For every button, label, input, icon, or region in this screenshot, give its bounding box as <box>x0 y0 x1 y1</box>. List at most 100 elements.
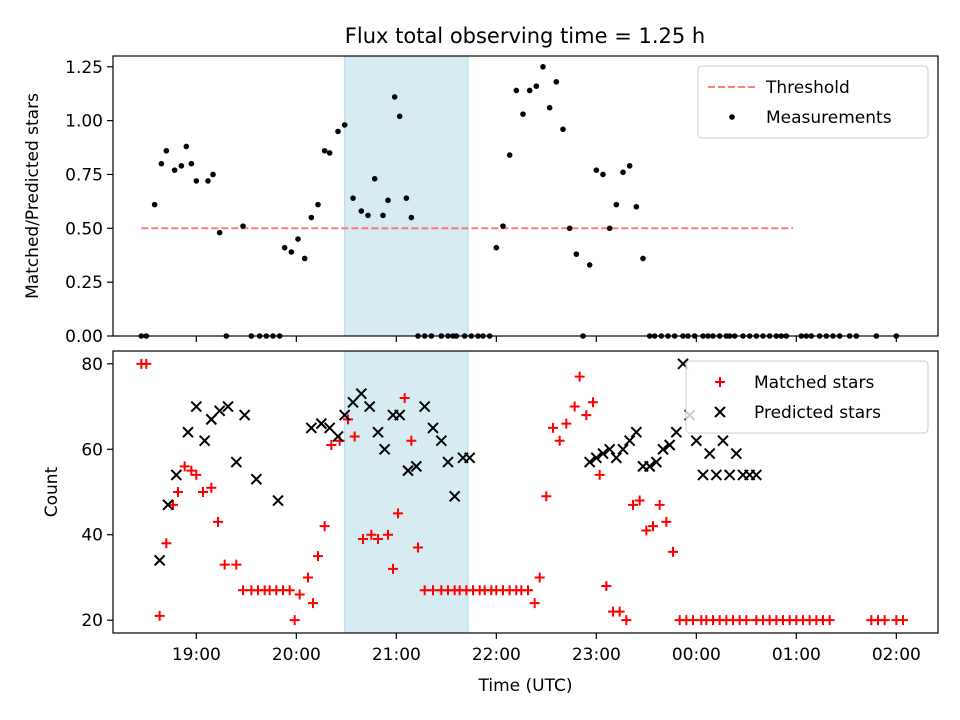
legend-measurement-swatch <box>729 114 735 120</box>
legend-predicted-swatch <box>714 406 726 418</box>
matched-star-point <box>161 538 172 549</box>
matched-star-point <box>588 397 598 408</box>
legend-label: Threshold <box>765 78 850 98</box>
measurement-point <box>560 126 566 133</box>
matched-star-point <box>634 495 645 506</box>
matched-star-point <box>413 542 423 553</box>
measurement-point <box>396 113 403 120</box>
predicted-star-point <box>418 400 431 413</box>
matched-star-point <box>383 529 393 540</box>
predicted-star-point <box>198 435 211 447</box>
matched-star-point <box>621 615 632 626</box>
matched-star-point <box>308 598 318 609</box>
x-tick-label: 19:00 <box>172 645 221 665</box>
matched-star-point <box>541 491 552 502</box>
measurement-point <box>350 195 356 201</box>
counts-panel: 20 40 60 80 Count 19:00 20:00 21:00 22:00 23:00 00… <box>42 350 939 696</box>
predicted-star-point <box>305 422 318 434</box>
x-tick-label: 01:00 <box>772 645 821 665</box>
matched-star-point <box>628 499 638 510</box>
measurement-point <box>315 201 321 208</box>
legend-box <box>685 360 929 434</box>
measurement-point <box>513 87 520 94</box>
matched-star-point <box>648 521 658 532</box>
matched-star-point <box>561 418 572 429</box>
matched-star-point <box>373 534 383 544</box>
predicted-star-point <box>238 409 251 421</box>
predicted-star-point <box>347 396 359 408</box>
predicted-star-point <box>750 469 763 481</box>
predicted-star-point <box>650 456 663 468</box>
measurement-point <box>500 223 506 229</box>
matched-star-point <box>554 435 565 446</box>
predicted-star-point <box>697 469 709 481</box>
matched-star-point <box>388 563 398 574</box>
predicted-star-point <box>402 464 414 477</box>
measurement-point <box>295 236 301 242</box>
measurement-point <box>408 214 415 221</box>
measurement-point <box>183 143 190 150</box>
measurement-point <box>606 225 613 232</box>
matched-star-point <box>206 482 217 493</box>
predicted-star-point <box>272 494 284 507</box>
matched-star-point <box>601 581 612 591</box>
measurement-point <box>178 163 185 169</box>
predicted-star-point <box>663 439 676 451</box>
matched-star-point <box>213 516 223 527</box>
measurement-point <box>216 229 223 236</box>
matched-star-point <box>548 422 558 433</box>
matched-star-point <box>294 589 305 600</box>
matched-star-point <box>393 508 403 519</box>
matched-star-point <box>641 525 652 536</box>
measurement-point <box>613 201 620 208</box>
measurement-point <box>380 212 386 219</box>
matched-star-point <box>581 410 592 421</box>
series-matched-stars <box>136 358 908 626</box>
matched-star-point <box>523 585 533 596</box>
measurement-point <box>321 147 328 154</box>
predicted-star-point <box>643 460 656 473</box>
measurement-point <box>301 255 308 262</box>
matched-star-point <box>661 516 672 527</box>
measurement-point <box>163 147 170 154</box>
matched-star-point <box>358 534 368 544</box>
measurement-point <box>633 203 640 210</box>
matched-star-point <box>284 585 295 596</box>
y-tick-label: 20 <box>81 611 103 631</box>
measurement-point <box>640 255 646 262</box>
measurement-point <box>341 122 348 128</box>
x-tick-label: 23:00 <box>572 645 621 665</box>
predicted-star-point <box>162 499 174 511</box>
legend-bottom: Matched stars Predicted stars <box>685 360 929 434</box>
measurement-point <box>553 79 560 85</box>
measurement-point <box>385 197 391 204</box>
measurement-point <box>371 175 378 182</box>
y-tick-label: 0.50 <box>65 219 103 239</box>
x-tick-label: 20:00 <box>272 645 321 665</box>
predicted-star-point <box>442 456 454 468</box>
predicted-star-point <box>338 409 351 421</box>
y-tick-label: 0.25 <box>65 273 103 293</box>
predicted-star-point <box>610 452 623 464</box>
predicted-star-point <box>230 456 243 468</box>
matched-star-point <box>191 469 202 480</box>
predicted-star-point <box>213 405 226 417</box>
matched-star-point <box>319 521 330 532</box>
measurement-point <box>566 225 573 232</box>
matched-star-point <box>399 393 410 403</box>
legend-top: Threshold Measurements <box>697 65 929 139</box>
predicted-star-point <box>323 422 336 434</box>
measurement-point <box>188 160 195 167</box>
matched-star-point <box>289 615 300 626</box>
x-tick-label: 02:00 <box>872 645 921 665</box>
predicted-star-point <box>657 443 669 455</box>
predicted-star-point <box>710 469 723 481</box>
predicted-star-point <box>315 417 328 430</box>
measurement-point <box>626 163 633 169</box>
matched-star-point <box>529 598 540 609</box>
predicted-star-point <box>730 447 743 460</box>
x-tick-label: 00:00 <box>672 645 721 665</box>
predicted-star-point <box>153 554 166 567</box>
predicted-star-point <box>703 447 716 460</box>
measurement-point <box>281 244 288 251</box>
